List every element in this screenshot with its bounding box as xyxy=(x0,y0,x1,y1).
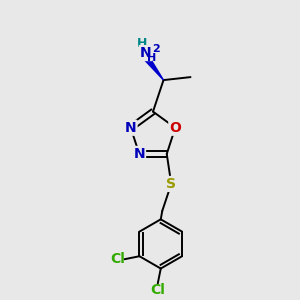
Text: N: N xyxy=(140,46,151,60)
Text: Cl: Cl xyxy=(150,283,165,297)
Text: N: N xyxy=(125,121,136,135)
Text: O: O xyxy=(169,121,181,135)
Text: S: S xyxy=(166,177,176,191)
Text: H: H xyxy=(137,37,148,50)
Polygon shape xyxy=(141,52,164,80)
Text: 2: 2 xyxy=(152,44,160,55)
Text: N: N xyxy=(134,147,145,161)
Text: Cl: Cl xyxy=(110,252,125,266)
Text: H: H xyxy=(148,53,157,64)
